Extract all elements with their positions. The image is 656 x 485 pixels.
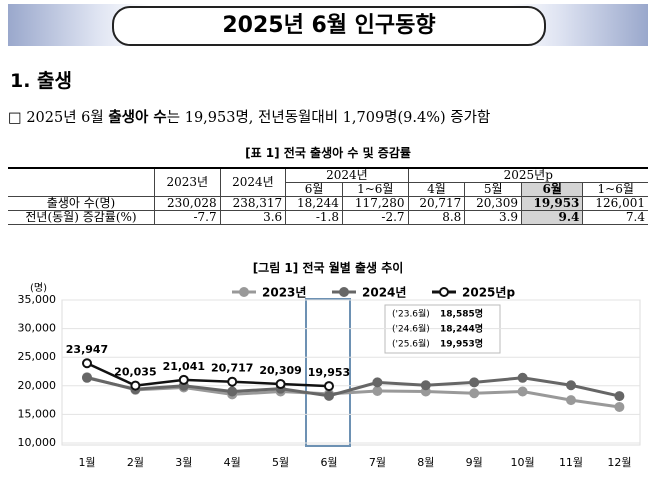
- cell: 전년(동월) 증감률(%): [8, 210, 155, 225]
- x-tick-label: 3월: [175, 456, 192, 469]
- point: [324, 390, 334, 401]
- x-tick-label: 12월: [607, 456, 631, 469]
- legend-marker: [439, 287, 449, 297]
- cell: 117,280: [341, 196, 409, 211]
- annotation: 18,244명: [440, 323, 483, 335]
- x-tick-label: 7월: [369, 456, 386, 469]
- x-tick-label: 4월: [224, 456, 241, 469]
- cell: 126,001: [582, 196, 648, 211]
- text: 는 19,953명, 전년동월대비 1,709명(9.4%) 증가함: [166, 110, 491, 126]
- x-tick-label: 11월: [559, 456, 583, 469]
- summary: □ 2025년 6월 출생아 수는 19,953명, 전년동월대비 1,709명…: [8, 106, 490, 127]
- cell: 7.4: [582, 210, 648, 225]
- legend-label: 2023년: [262, 286, 306, 300]
- point: [566, 395, 576, 406]
- legend-marker: [339, 287, 349, 297]
- point: [324, 381, 334, 392]
- point: [227, 386, 238, 397]
- legend-marker: [239, 287, 249, 297]
- cell: 출생아 수(명): [8, 196, 155, 211]
- point: [178, 374, 189, 385]
- cell: 2023년: [154, 167, 221, 197]
- cell: 8.8: [407, 210, 466, 225]
- cell: 4월: [407, 182, 466, 197]
- annotation: 19,953명: [440, 338, 483, 350]
- x-tick-label: 1월: [78, 456, 95, 469]
- cell: 1~6월: [341, 182, 409, 197]
- cell: 18,244: [285, 196, 343, 211]
- point: [82, 358, 92, 369]
- legend-label: 2025년p: [462, 286, 515, 300]
- point: [420, 380, 431, 391]
- cell: 230,028: [154, 196, 221, 211]
- cell: 20,717: [407, 196, 466, 211]
- y-tick-label: 15,000: [18, 407, 57, 420]
- x-tick-label: 6월: [320, 456, 337, 469]
- cell: -7.7: [154, 210, 221, 225]
- data-label: 23,947: [66, 343, 108, 356]
- annotation: ('25.6월): [392, 338, 430, 350]
- y-tick-label: 30,000: [18, 322, 57, 335]
- cell: 6월: [521, 182, 584, 197]
- cell: 3.6: [219, 210, 287, 225]
- legend-label: 2024년: [362, 286, 406, 300]
- line: [86, 362, 330, 388]
- x-tick-label: 9월: [466, 456, 483, 469]
- point: [614, 401, 625, 412]
- annotation: ('23.6월): [392, 308, 430, 320]
- y-tick-label: 10,000: [18, 436, 57, 449]
- data-label: 20,035: [114, 366, 156, 379]
- cell: -2.7: [341, 210, 409, 225]
- point: [275, 379, 286, 390]
- line: [86, 376, 620, 398]
- text: 2025년 6월: [26, 110, 109, 126]
- heading: 1. 출생: [10, 70, 73, 92]
- figure-caption: [그림 1] 전국 월별 출생 추이: [252, 261, 404, 275]
- point: [469, 388, 480, 399]
- x-tick-label: 10월: [511, 456, 535, 469]
- x-tick-label: 2월: [127, 456, 144, 469]
- point: [130, 380, 141, 391]
- annotation: ('24.6월): [392, 323, 430, 335]
- x-tick-label: 8월: [417, 456, 434, 469]
- text: 출생아 수: [108, 110, 167, 126]
- data-label: 21,041: [163, 360, 205, 373]
- cell: 19,953: [521, 196, 584, 211]
- y-tick-label: 35,000: [18, 293, 57, 306]
- point: [82, 372, 92, 383]
- y-unit: (명): [30, 282, 47, 294]
- line: [86, 375, 620, 409]
- cell: 2025년p: [407, 167, 648, 183]
- point: [566, 380, 576, 391]
- point: [517, 372, 528, 383]
- y-tick-label: 25,000: [18, 350, 57, 363]
- point: [372, 377, 383, 388]
- point: [517, 386, 528, 397]
- y-tick-label: 20,000: [18, 379, 57, 392]
- highlight: [305, 298, 351, 447]
- marker: □: [8, 110, 22, 126]
- point: [469, 377, 480, 388]
- data-label: 20,309: [259, 364, 301, 377]
- cell: 2024년: [219, 167, 287, 197]
- title: 2025년 6월 인구동향: [112, 6, 546, 46]
- data-label: 20,717: [211, 362, 253, 375]
- point: [614, 391, 625, 402]
- point: [227, 376, 238, 387]
- cell: -1.8: [285, 210, 343, 225]
- x-tick-label: 5월: [272, 456, 289, 469]
- annotation: 18,585명: [440, 308, 483, 320]
- point: [372, 385, 383, 396]
- table: 2023년 2024년 2024년 2025년p 6월 1~6월 4월 5월 6월 1~6월 출…: [8, 167, 648, 225]
- data-label: 19,953: [308, 366, 350, 379]
- table-caption: [표 1] 전국 출생아 수 및 증감률: [245, 146, 411, 160]
- cell: 9.4: [521, 210, 584, 225]
